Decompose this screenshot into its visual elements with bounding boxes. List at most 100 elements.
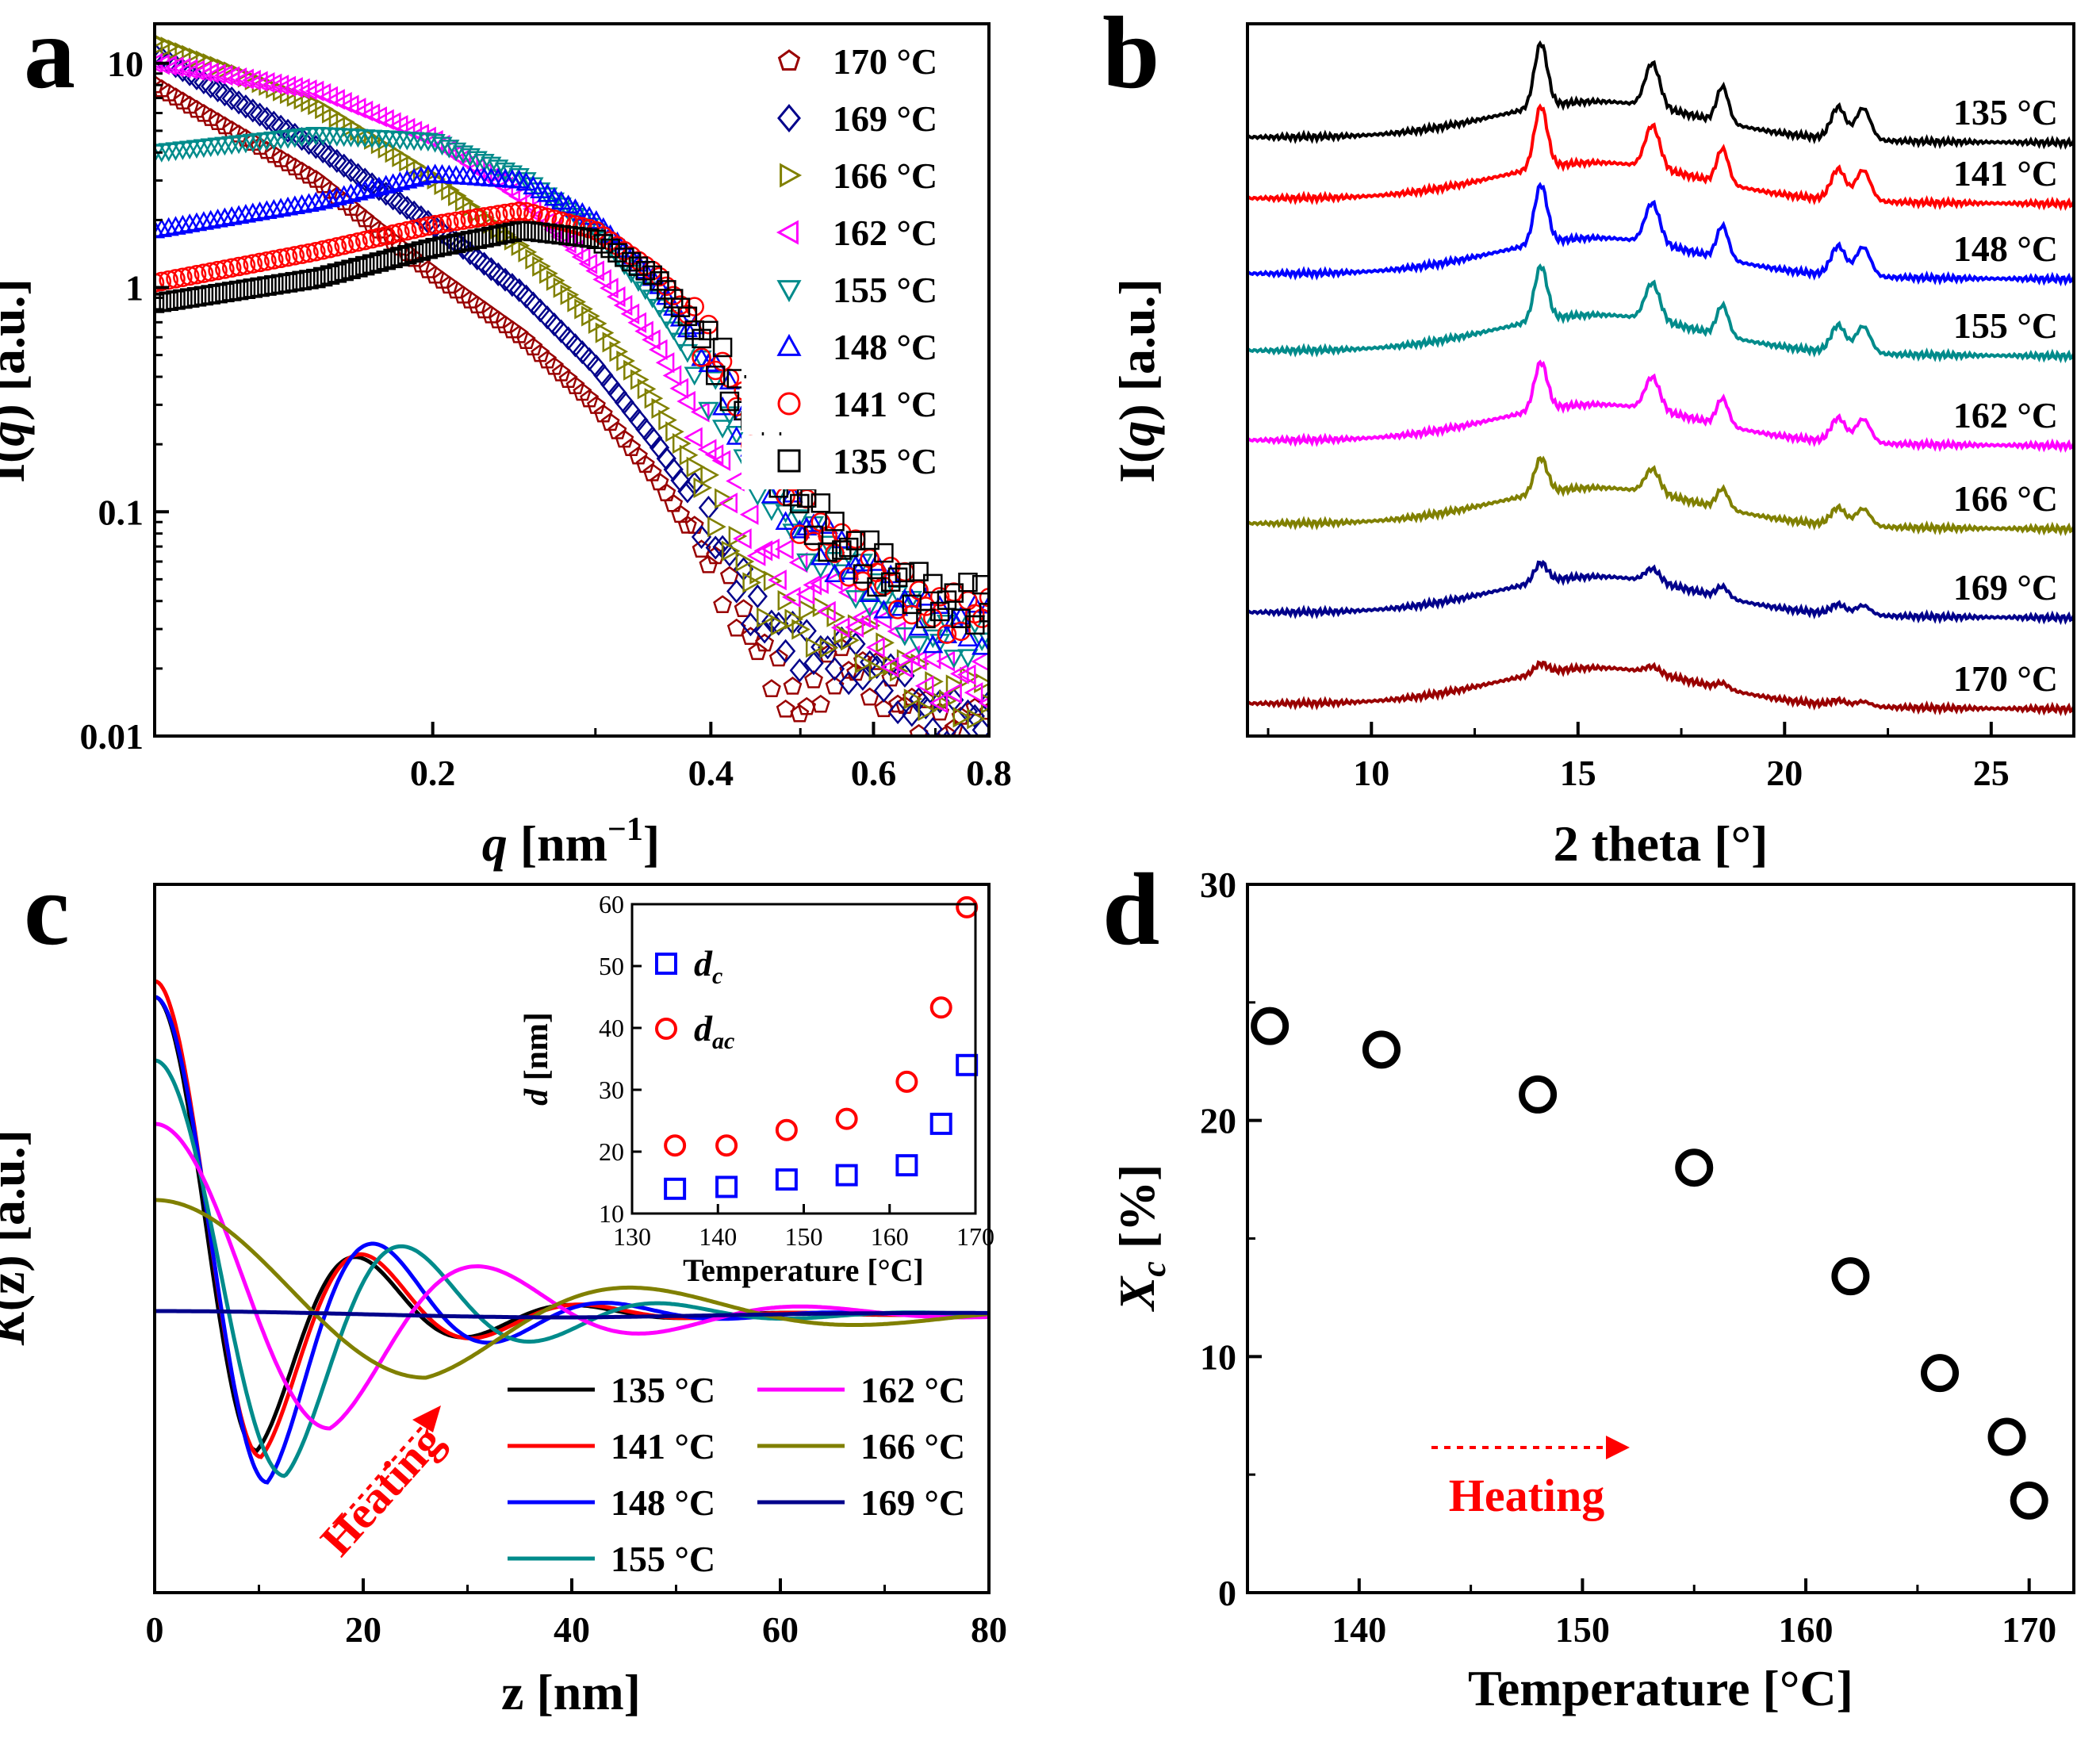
panel-a-point [923,573,943,594]
panel-a-point [770,615,790,636]
panel-a-point [692,347,711,367]
panel-a-point [937,590,957,610]
panel-a-point [544,209,565,229]
panel-a-point [179,266,200,286]
panel-a-legend-label: 162 °C [833,213,937,253]
panel-a-point [783,677,803,695]
panel-c-legend-item: 135 °C [508,1370,715,1410]
inset-ytick-label: 10 [599,1199,624,1228]
panel-d-point [1831,1257,1870,1296]
panel-a-point [642,463,662,481]
panel-a-point [824,563,845,582]
panel-a-point [925,739,941,755]
panel-a-point [818,526,837,546]
panel-a-point [859,583,880,602]
panel-a-point [964,682,983,704]
panel-a-point [249,201,270,220]
panel-a-point [929,692,948,714]
panel-b-trace-155 [1247,263,2075,364]
panel-c-chart: 0 20 40 60 80 135 °C 141 °C 148 °C 155 °C 162 °C… [0,883,1007,1720]
panel-a-point [971,651,989,672]
inset-legend-main: d [694,1008,713,1049]
panel-a-point [676,390,696,412]
panel-a-point [425,214,445,235]
panel-d-ytick-label: 20 [1200,1101,1236,1141]
inset-point [929,996,952,1019]
panel-c-legend-item: 141 °C [508,1426,715,1467]
panel-a-point [684,516,704,534]
panel-a-point [799,599,818,621]
panel-a-point [726,579,747,604]
panel-a-point [333,185,354,204]
panel-a-point [762,679,781,697]
panel-a-point [634,320,653,342]
panel-a-point [186,287,207,307]
panel-a-point [200,209,221,229]
panel-a-point [620,303,640,324]
panel-a-legend-marker [776,220,799,245]
panel-a-point [757,607,776,628]
panel-a-point [264,250,284,270]
panel-a-point [155,219,166,239]
panel-a-point [418,240,439,259]
inset-point [664,1177,687,1200]
panel-c-xtick-label: 60 [762,1609,799,1650]
panel-a-point [298,193,320,212]
panel-a-point [173,289,193,309]
panel-a-point [734,599,753,618]
panel-a-point [516,201,536,222]
panel-a-point [292,244,312,264]
panel-label-d: d [1102,853,1159,967]
panel-a-point [788,552,808,573]
panel-a-point [790,493,810,514]
panel-a-ylabel: I(q) [a.u.] [0,278,35,483]
panel-a-point [243,278,263,298]
panel-label-c: c [24,853,70,967]
panel-a-point [958,573,978,592]
panel-c-legend-label: 166 °C [860,1426,965,1467]
panel-a-point [221,206,243,225]
panel-a-point [979,588,989,608]
panel-a-point [515,191,535,213]
panel-a-point [677,306,698,327]
panel-a-point [334,261,354,282]
panel-a-point [306,268,326,289]
panel-a-point [459,148,481,167]
panel-a-point [748,642,768,661]
panel-a-point [481,226,501,247]
panel-a-point [763,570,783,592]
panel-a-point [383,248,403,269]
panel-a-point [887,600,908,619]
panel-a-legend-item: 135 °C [742,435,964,489]
panel-a-point [264,275,284,295]
panel-a-point [726,470,745,492]
panel-a-point [719,543,740,567]
panel-a-point [943,683,962,704]
panel-a-point [712,351,733,372]
panel-a-point [691,347,712,366]
panel-b-trace-label: 141 °C [1953,153,2058,194]
panel-a-series-162 [155,52,989,714]
panel-b-trace-label: 162 °C [1953,395,2058,435]
panel-a-point [340,183,362,202]
panel-a-point [236,255,256,275]
panel-a-point [967,708,986,730]
panel-a-point [789,658,810,683]
panel-a-point [171,57,191,79]
panel-a-ytick-label: 0.01 [80,716,144,757]
panel-a-point [208,260,228,281]
panel-a-point [761,484,783,504]
inset-point [895,1154,918,1177]
panel-a-point [937,624,957,644]
panel-a-point [256,200,278,220]
panel-a-point [853,564,873,584]
panel-a-point [186,265,207,285]
panel-b-trace-135 [1247,40,2075,151]
panel-a-point [867,577,887,597]
panel-a-point [201,285,220,305]
panel-a-point [348,232,368,252]
panel-a-legend-label: 155 °C [833,270,937,310]
panel-a-legend-label: 141 °C [833,384,937,424]
panel-a-point [648,339,668,361]
panel-a-point [411,217,431,238]
